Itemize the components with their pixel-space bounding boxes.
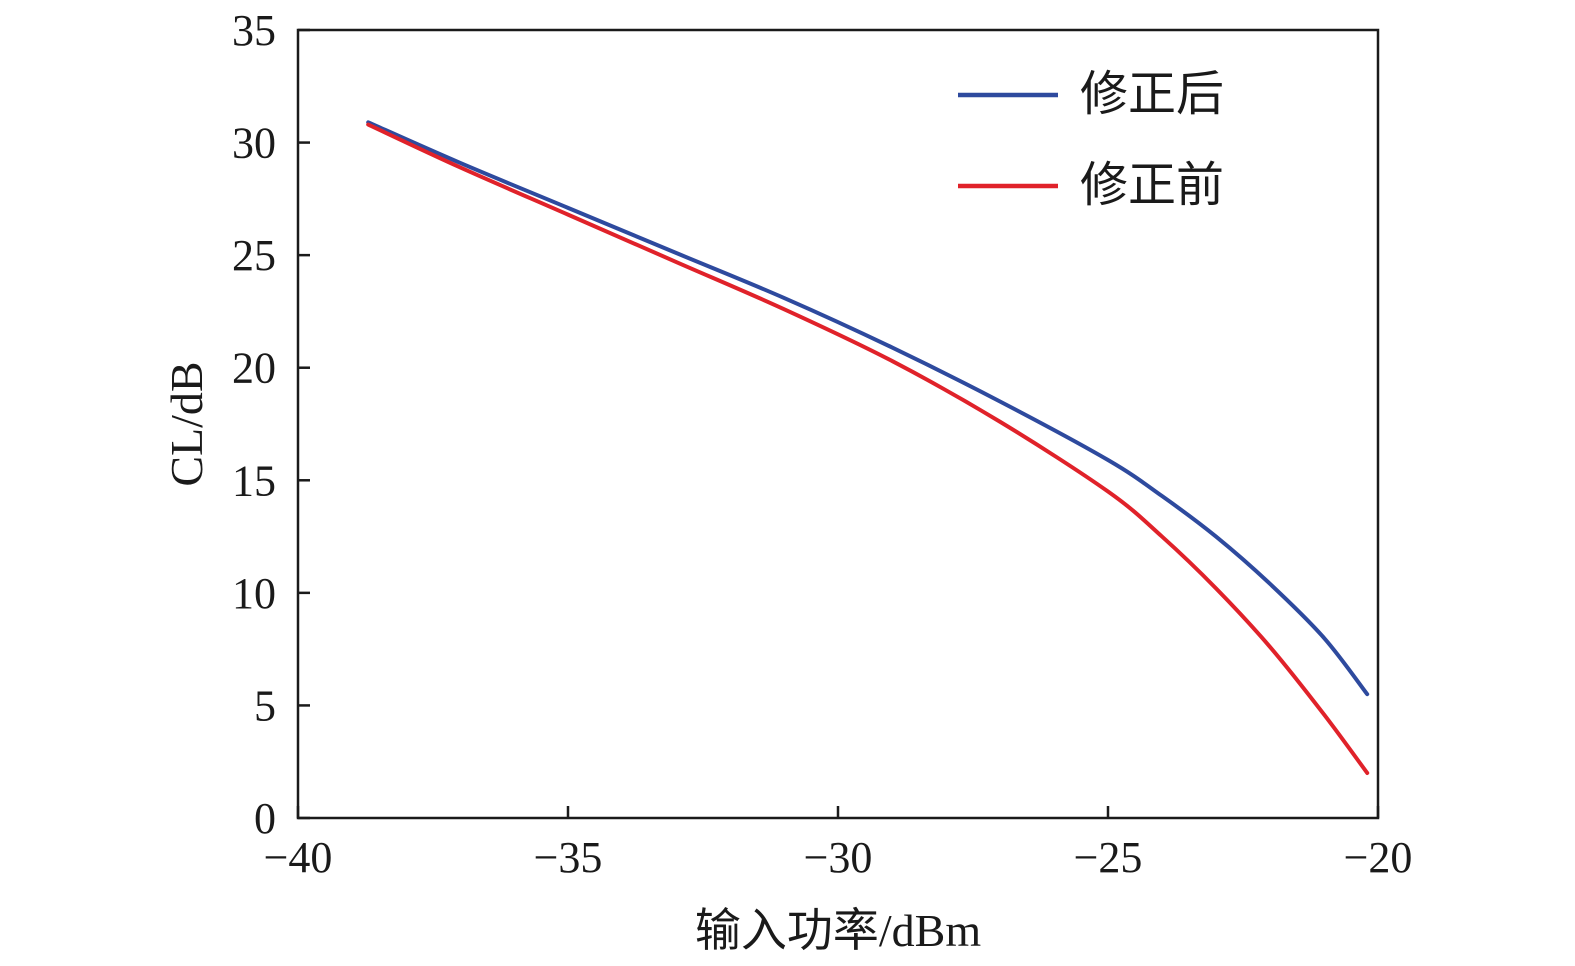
x-tick-label: −35	[534, 833, 603, 882]
axis-ticks: −40 −35 −30 −25 −20 0 5 10 15 20 25 30 35	[232, 6, 1412, 882]
series-line-after	[366, 120, 1370, 697]
legend-label-before: 修正前	[1080, 159, 1224, 212]
y-tick-label: 35	[232, 6, 276, 55]
series-line-before	[366, 122, 1370, 775]
x-tick-label: −25	[1074, 833, 1143, 882]
y-tick-label: 5	[254, 681, 276, 730]
x-tick-label: −40	[264, 833, 333, 882]
legend-label-after: 修正后	[1080, 68, 1224, 121]
x-tick-label: −20	[1344, 833, 1413, 882]
y-tick-label: 0	[254, 794, 276, 843]
y-tick-label: 15	[232, 456, 276, 505]
y-axis-label: CL/dB	[161, 361, 212, 486]
y-tick-label: 25	[232, 231, 276, 280]
series-lines	[366, 120, 1370, 775]
y-tick-label: 10	[232, 569, 276, 618]
y-tick-label: 30	[232, 119, 276, 168]
plot-frame	[296, 28, 1380, 820]
x-axis-label: 输入功率/dBm	[695, 905, 981, 956]
y-tick-label: 20	[232, 344, 276, 393]
legend: 修正后 修正前	[958, 68, 1224, 212]
x-tick-label: −30	[804, 833, 873, 882]
